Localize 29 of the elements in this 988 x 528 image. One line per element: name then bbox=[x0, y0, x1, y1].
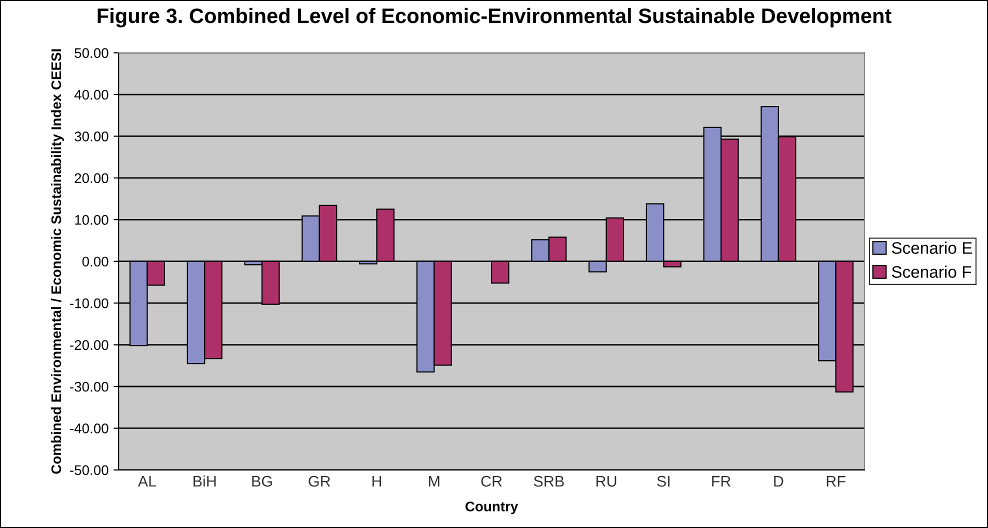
chart-title: Figure 3. Combined Level of Economic-Environmental Sustainable Development bbox=[98, 8, 892, 28]
x-tick-label: D bbox=[774, 476, 784, 487]
x-axis-title: Country bbox=[465, 502, 518, 514]
y-tick-label: 50.00 bbox=[74, 48, 108, 58]
y-tick-label: -30.00 bbox=[70, 382, 108, 392]
x-tick-label: BiH bbox=[194, 475, 216, 487]
y-tick-label: 20.00 bbox=[74, 173, 108, 184]
x-tick-label: FR bbox=[712, 476, 731, 487]
x-tick-label: H bbox=[372, 476, 382, 487]
y-axis-title: Combined Environmental / Economic Sustainability Index CEESI bbox=[50, 49, 64, 474]
legend-label: Scenario E bbox=[892, 242, 972, 254]
y-tick-label: 30.00 bbox=[74, 132, 108, 142]
y-tick-label: 10.00 bbox=[75, 214, 108, 225]
x-tick-label: BG bbox=[252, 476, 272, 487]
x-tick-label: M bbox=[429, 476, 440, 487]
x-tick-label: GR bbox=[308, 476, 330, 487]
x-tick-label: SRB bbox=[534, 476, 564, 487]
x-tick-label: RF bbox=[826, 476, 846, 487]
y-tick-label: -50.00 bbox=[70, 465, 108, 476]
y-tick-label: -10.00 bbox=[70, 298, 108, 308]
x-tick-label: RU bbox=[596, 476, 616, 487]
x-tick-label: SI bbox=[657, 476, 670, 487]
y-tick-label: 0.00 bbox=[82, 256, 108, 267]
y-tick-label: 40.00 bbox=[74, 90, 108, 100]
legend-label: Scenario F bbox=[892, 266, 972, 278]
x-tick-label: CR bbox=[481, 476, 502, 487]
x-tick-label: AL bbox=[138, 476, 156, 487]
y-tick-label: -20.00 bbox=[70, 340, 108, 350]
y-tick-label: -40.00 bbox=[70, 424, 108, 434]
